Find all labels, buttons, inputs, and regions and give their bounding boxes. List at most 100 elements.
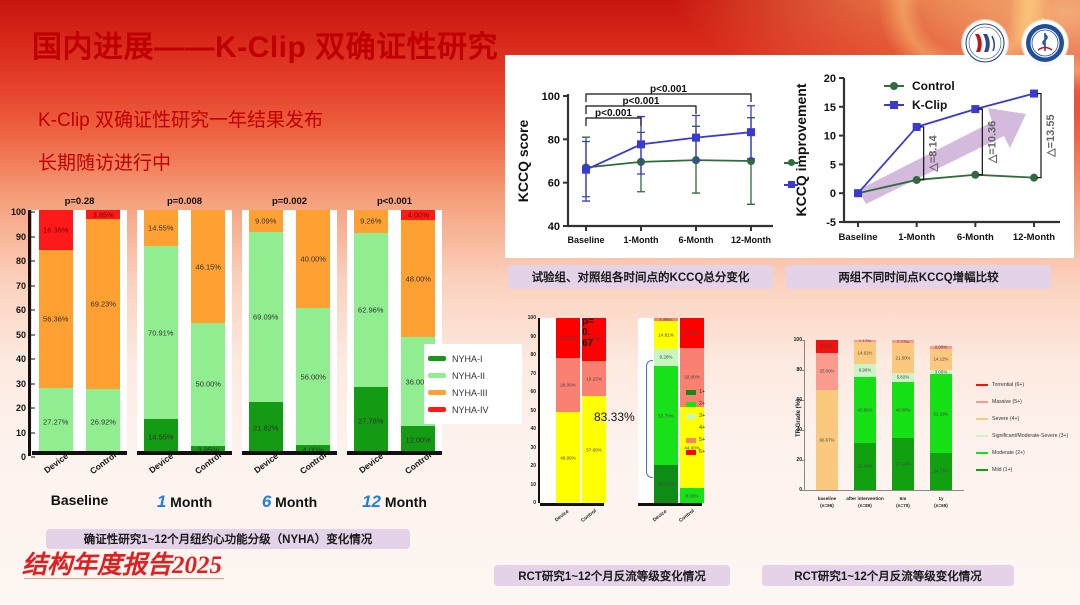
nyha-legend-label: NYHA-II: [452, 370, 486, 381]
nyha-y-tick-label: 40: [15, 354, 26, 364]
reflux-registry-y-tick: [801, 400, 804, 401]
nyha-y-tick-mark: [31, 456, 35, 458]
nyha-bar-segment: 16.36%: [38, 210, 73, 251]
reflux-rct-y-tick-label: 60: [530, 389, 536, 395]
nyha-bar: 40.00% 56.00% 4.00%: [296, 210, 331, 455]
reflux-rct-bar: 23.08% 19.23% 57.69%: [582, 318, 606, 503]
reflux-registry-bar: 2.00% 14.12% 3.05% 52.29% 24.77%: [930, 340, 952, 490]
reflux-registry-legend-label: Significant/Moderate-Severe (3+): [992, 432, 1069, 439]
nyha-y-tick-mark: [31, 211, 35, 213]
nyha-bar-segment: 56.36%: [38, 250, 73, 389]
reflux-rct-bar: 1.85% 14.81% 9.26% 53.70% 20.37%: [654, 317, 678, 503]
reflux-registry-segment-label: 40.00%: [895, 407, 911, 413]
kccq-score-svg: 40 60 80 100 Baseline 1-Month 6-Month 12-Month p…: [515, 84, 773, 245]
nyha-segment-label: 4.00%: [407, 210, 429, 220]
kccq-improvement-y-tick-label: 0: [830, 188, 836, 200]
kccq-score-p-value: p<0.001: [623, 96, 660, 107]
nyha-p-value: p=0.28: [64, 196, 95, 207]
reflux-rct-bar-segment: 29.09%: [556, 358, 580, 413]
reflux-rct-callout: 83.33%: [594, 410, 635, 424]
nyha-legend-item: NYHA-IV: [428, 401, 516, 418]
reflux-registry-y-tick: [801, 370, 804, 371]
nyha-segment-label: 9.26%: [360, 216, 382, 226]
kccq-delta-label: △=8.14: [928, 134, 940, 172]
reflux-registry-y-tick: [801, 490, 804, 491]
nyha-bar-segment: 26.92%: [86, 389, 121, 455]
reflux-registry-chart: 0 20 40 60 80 100 TR Grade (%) 8.33% 25.00% 66.67…: [766, 328, 1069, 543]
reflux-rct-p-value: p= 0. 67: [582, 316, 594, 349]
reflux-rct-legend-swatch: [686, 437, 696, 443]
nyha-bar: 14.55% 70.91% 14.55%: [143, 210, 178, 455]
kccq-score-data-point: [747, 128, 755, 137]
reflux-rct-x-tick-label: Device: [553, 508, 571, 524]
subtitle-line-1: K-Clip 双确证性研究一年结果发布: [38, 110, 324, 131]
nyha-x-labels: Device Control: [137, 450, 232, 476]
nyha-x-labels: Device Control: [32, 450, 127, 476]
reflux-rct-legend-item: 1+: [686, 386, 705, 398]
kccq-score-legend-swatch: [784, 159, 798, 166]
reflux-registry-x-tick-label: after intervention (n=89): [842, 495, 888, 509]
kccq-improvement-y-tick-label: 10: [824, 131, 836, 143]
nyha-y-tick-mark: [31, 383, 35, 384]
nyha-bar-segment: 27.27%: [38, 388, 73, 455]
reflux-rct-legend: 1+ 2+ 3+ 4+ 5+ 6+: [686, 386, 705, 458]
reflux-registry-y-axis-title: TR Grade (%): [796, 399, 802, 438]
nyha-y-tick-label: 20: [15, 403, 26, 413]
reflux-registry-segment-label: 14.12%: [933, 356, 949, 362]
kccq-score-legend-item: [784, 152, 798, 174]
nyha-legend-label: NYHA-III: [452, 387, 488, 398]
reflux-registry-segment-label: 37.14%: [895, 461, 911, 467]
nyha-y-tick-label: 100: [10, 207, 26, 217]
reflux-registry-segment-label: 24.77%: [933, 468, 949, 474]
nyha-segment-label: 40.00%: [300, 254, 326, 264]
nyha-plot-area: 16.36% 56.36% 27.27% 3.85% 69.23% 26.92%: [32, 210, 127, 455]
kccq-improvement-data-point: [912, 122, 921, 131]
nyha-y-tick-label: 30: [15, 378, 26, 389]
reflux-registry-x-label-line2: (n=65): [934, 503, 948, 508]
nyha-p-value: p=0.002: [271, 196, 308, 207]
nyha-bar-segment: 21.82%: [248, 401, 283, 455]
reflux-rct-segment-label: 21.82%: [560, 335, 576, 341]
kccq-score-significance-bracket: [585, 117, 642, 126]
nyha-p-value: p<0.001: [376, 196, 413, 207]
nyha-segment-label: 14.55%: [148, 223, 174, 233]
reflux-registry-bar-segment: 2.27%: [892, 339, 914, 344]
reflux-rct-bar: 21.82% 29.09% 49.09%: [556, 318, 580, 503]
nyha-legend-item: NYHA-II: [428, 367, 516, 384]
reflux-rct-legend-swatch: [686, 413, 696, 419]
reflux-registry-x-label-line1: after intervention: [846, 496, 884, 501]
reflux-rct-segment-label: 53.70%: [658, 413, 674, 419]
nyha-segment-label: 70.91%: [148, 328, 174, 337]
nyha-legend-swatch: [428, 407, 446, 412]
reflux-rct-legend-item: 6+: [686, 446, 705, 458]
kccq-score-data-point: [582, 165, 590, 174]
nyha-x-labels: Device Control: [242, 450, 337, 476]
kccq-score-p-value: p<0.001: [650, 84, 687, 95]
nyha-bar-segment: 69.23%: [86, 219, 121, 390]
reflux-registry-bar-segment: 5.82%: [892, 373, 914, 382]
nyha-segment-label: 50.00%: [195, 379, 221, 389]
reflux-rct-bar-segment: 23.08%: [582, 318, 606, 361]
reflux-registry-y-tick: [801, 430, 804, 431]
nyha-y-axis: 0 10 20 30 40 50 60 70 80 90 100: [0, 207, 35, 462]
kccq-score-y-tick-label: 40: [548, 221, 560, 233]
nyha-y-tick-label: 90: [15, 231, 26, 242]
reflux-registry-segment-label: 52.29%: [933, 411, 949, 417]
kccq-improvement-data-point: [971, 170, 980, 179]
nyha-y-tick-label: 50: [15, 329, 26, 340]
reflux-registry-bar-segment: 2.00%: [930, 345, 952, 350]
reflux-rct-bar-segment: 20.37%: [654, 465, 678, 503]
reflux-registry-bar-segment: 25.00%: [816, 352, 838, 390]
reflux-rct-legend-label: 4+: [699, 425, 706, 431]
reflux-registry-bar: 2.27% 21.50% 5.82% 40.00% 37.14%: [892, 339, 914, 490]
reflux-registry-legend-label: Torrential (6+): [992, 381, 1025, 388]
reflux-registry-legend-item: Significant/Moderate-Severe (3+): [976, 427, 1068, 444]
kccq-score-legend-marker: [788, 159, 795, 166]
nyha-bar-segment: 12.00%: [401, 425, 436, 455]
nyha-segment-label: 46.15%: [195, 262, 221, 272]
reflux-rct-legend-swatch: [686, 389, 696, 395]
nyha-y-axis-bar: [28, 210, 31, 456]
reflux-registry-legend-item: Severe (4+): [976, 410, 1068, 427]
reflux-rct-y-tick-label: 80: [530, 352, 536, 358]
reflux-registry-y-tick-label: 100: [793, 337, 802, 343]
